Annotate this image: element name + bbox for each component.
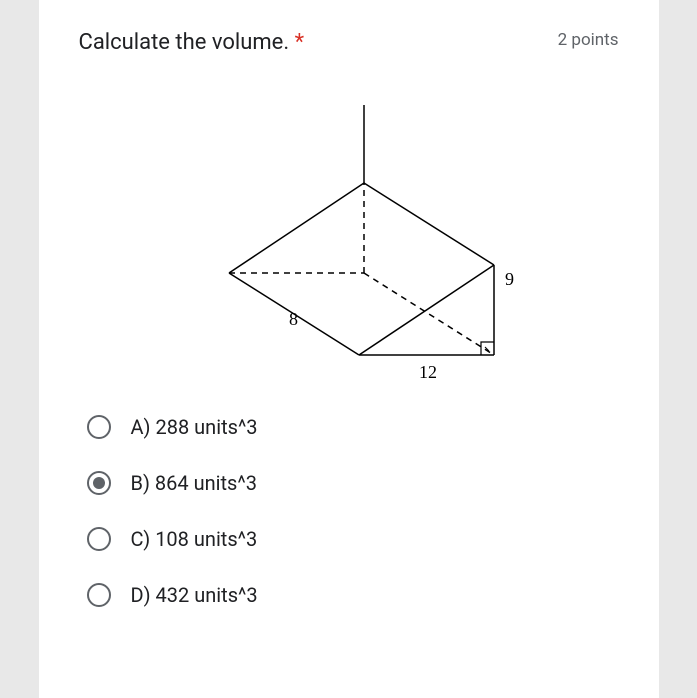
- option-c[interactable]: C) 108 units^3: [87, 527, 619, 551]
- prism-diagram: 8 12 9: [149, 85, 549, 385]
- label-9: 9: [505, 269, 514, 289]
- radio-dot: [93, 477, 105, 489]
- label-12: 12: [419, 362, 437, 382]
- question-prompt: Calculate the volume. *: [79, 30, 305, 55]
- right-angle-marker: [481, 342, 494, 355]
- edge-top: [364, 183, 494, 265]
- required-marker: *: [295, 30, 304, 55]
- option-d[interactable]: D) 432 units^3: [87, 583, 619, 607]
- option-b[interactable]: B) 864 units^3: [87, 471, 619, 495]
- option-a-label: A) 288 units^3: [131, 415, 258, 439]
- radio-d[interactable]: [87, 583, 111, 607]
- question-card: Calculate the volume. * 2 points: [39, 0, 659, 698]
- radio-b[interactable]: [87, 471, 111, 495]
- option-a[interactable]: A) 288 units^3: [87, 415, 619, 439]
- label-8: 8: [289, 309, 298, 329]
- option-c-label: C) 108 units^3: [131, 527, 258, 551]
- back-hypotenuse: [229, 183, 364, 273]
- diagram-container: 8 12 9: [79, 85, 619, 385]
- edge-right-dashed: [364, 273, 494, 355]
- question-text: Calculate the volume.: [79, 30, 290, 55]
- question-header: Calculate the volume. * 2 points: [79, 30, 619, 55]
- front-hypotenuse: [359, 265, 494, 355]
- radio-c[interactable]: [87, 527, 111, 551]
- option-b-label: B) 864 units^3: [131, 471, 257, 495]
- options-group: A) 288 units^3 B) 864 units^3 C) 108 uni…: [79, 415, 619, 607]
- radio-a[interactable]: [87, 415, 111, 439]
- points-label: 2 points: [558, 30, 619, 50]
- option-d-label: D) 432 units^3: [131, 583, 258, 607]
